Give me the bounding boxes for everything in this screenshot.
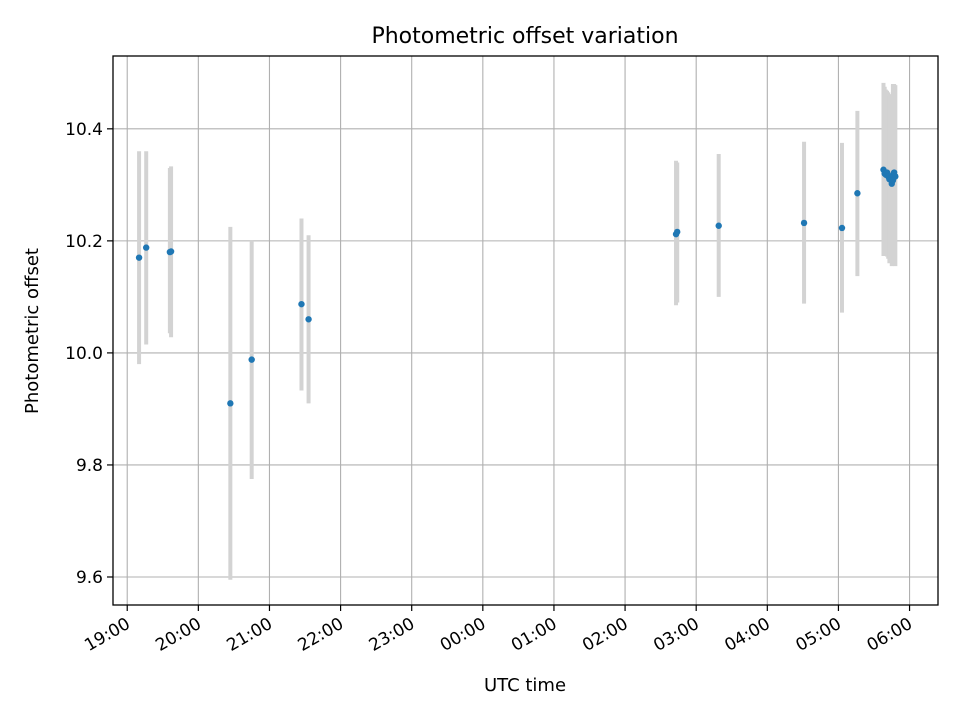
grid [113,56,938,605]
y-tick-label: 9.8 [76,456,103,476]
data-point [298,300,305,308]
x-axis-label: UTC time [484,675,566,696]
data-point [715,222,722,229]
data-point [800,219,808,227]
data-point [135,254,143,261]
data-point [854,190,861,197]
data-point [142,244,150,251]
y-tick-label: 9.6 [76,568,103,588]
data-point [892,173,899,180]
y-tick-label: 10.4 [65,120,103,140]
data-point [167,248,175,255]
data-point [248,356,255,363]
y-tick-label: 10.2 [65,232,103,252]
chart-title: Photometric offset variation [371,24,678,49]
y-tick-label: 10.0 [65,344,103,364]
data-points [135,166,899,407]
data-point [838,224,846,232]
y-axis-label: Photometric offset [22,248,43,414]
y-axis-ticks: 9.6 9.8 10.0 10.2 10.4 [65,120,113,588]
data-point [305,316,312,323]
data-point [227,400,234,407]
data-point [674,228,681,236]
plot-frame [112,55,939,606]
